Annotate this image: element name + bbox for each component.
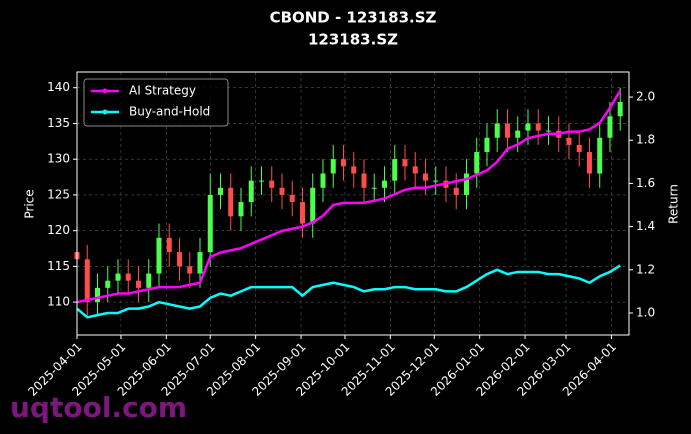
candle-body — [453, 187, 459, 195]
legend-box — [83, 78, 229, 127]
y2-tick-label: 1.6 — [636, 176, 655, 190]
candle-body — [597, 137, 603, 174]
legend-marker — [102, 88, 108, 94]
candle-body — [515, 130, 521, 138]
candle-body — [607, 116, 613, 138]
y2-axis-label: Return — [667, 184, 681, 224]
y2-tick-label: 1.0 — [636, 305, 655, 319]
y2-tick-label: 1.4 — [636, 219, 655, 233]
y-axis-label: Price — [23, 189, 37, 218]
candle-body — [576, 144, 582, 153]
candle-body — [299, 202, 305, 224]
watermark: uqtool.com — [10, 391, 187, 424]
y2-tick-label: 1.8 — [636, 133, 655, 147]
candle-body — [504, 123, 510, 138]
chart-title: CBOND - 123183.SZ — [270, 9, 437, 27]
candle-body — [392, 159, 398, 181]
legend-marker — [102, 109, 108, 115]
candle-body — [238, 202, 244, 217]
candle-body — [535, 123, 541, 131]
legend: AI Strategy Buy-and-Hold — [83, 78, 229, 127]
y-tick-label: 125 — [47, 187, 70, 201]
y-tick-label: 130 — [47, 152, 70, 166]
candle-body — [371, 187, 377, 189]
candle-body — [156, 237, 162, 274]
candle-body — [135, 280, 141, 288]
legend-label: Buy-and-Hold — [129, 105, 210, 119]
candle-body — [330, 159, 336, 174]
candle-body — [433, 180, 439, 182]
line-series — [76, 264, 621, 319]
candle-body — [412, 166, 418, 174]
candle-body — [463, 173, 469, 195]
y-tick-label: 135 — [47, 116, 70, 130]
candle-body — [320, 173, 326, 188]
candle-body — [146, 273, 152, 288]
chart-subtitle: 123183.SZ — [308, 31, 398, 49]
candle-body — [228, 187, 234, 217]
candle-body — [422, 173, 428, 181]
candle-body — [586, 152, 592, 174]
candle-body — [340, 159, 346, 167]
candle-body — [525, 123, 531, 131]
y-tick-label: 140 — [47, 80, 70, 94]
candle-body — [617, 102, 623, 117]
candle-body — [402, 159, 408, 167]
candle-body — [289, 194, 295, 203]
y-tick-label: 120 — [47, 223, 70, 237]
candle-body — [545, 130, 551, 132]
y2-tick-label: 1.2 — [636, 262, 655, 276]
candle-body — [207, 194, 213, 253]
legend-label: AI Strategy — [129, 84, 196, 98]
candle-body — [217, 187, 223, 195]
candle-body — [105, 280, 111, 288]
candle-body — [361, 173, 367, 188]
candle-body — [351, 166, 357, 174]
line-series — [76, 89, 622, 304]
candle-body — [187, 266, 193, 274]
candle-body — [494, 123, 500, 138]
y2-tick-label: 2.0 — [636, 90, 655, 104]
y-tick-label: 115 — [47, 259, 70, 273]
candle-body — [269, 180, 275, 188]
candle-body — [248, 180, 254, 203]
candle-body — [381, 180, 387, 188]
candle-body — [310, 187, 316, 224]
candle-body — [84, 259, 90, 303]
candle-body — [484, 137, 490, 153]
candle-body — [176, 252, 182, 267]
candle-body — [474, 152, 480, 174]
candle-body — [258, 180, 264, 182]
plot-frame — [76, 71, 630, 336]
candle-body — [125, 273, 131, 281]
candle-body — [115, 273, 121, 281]
candle-body — [166, 237, 172, 253]
candle-body — [279, 187, 285, 195]
candle-body — [94, 287, 100, 303]
y-tick-label: 110 — [47, 295, 70, 309]
candle-body — [197, 252, 203, 274]
candle-body — [566, 137, 572, 145]
